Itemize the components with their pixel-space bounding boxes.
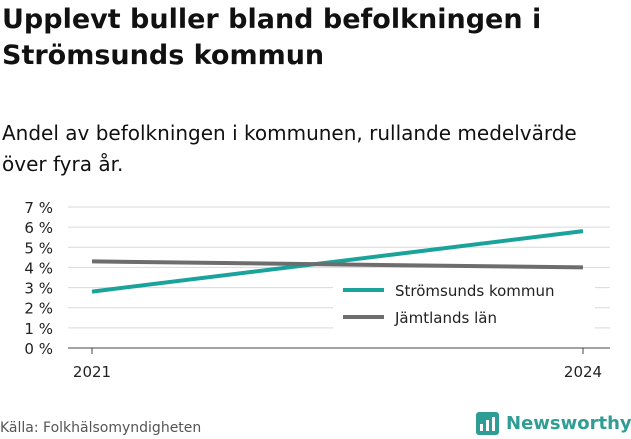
brand-name: Newsworthy <box>506 412 631 434</box>
source-note: Källa: Folkhälsomyndigheten <box>0 420 202 436</box>
series-line-1 <box>91 229 584 294</box>
bar-chart-logo-icon <box>476 411 499 435</box>
y-tick-label: 0 % <box>24 340 53 358</box>
chart-title: Upplevt buller bland befolkningen i Strö… <box>2 4 542 71</box>
x-tick-label: 2021 <box>73 363 111 381</box>
y-tick-label: 5 % <box>24 239 53 257</box>
series-lines <box>91 229 584 294</box>
x-axis: 2021 2024 <box>73 348 602 381</box>
y-tick-label: 3 % <box>24 280 53 298</box>
chart-subtitle: Andel av befolkningen i kommunen, rullan… <box>2 121 577 176</box>
y-tick-label: 1 % <box>24 320 53 338</box>
y-tick-label: 2 % <box>24 300 53 318</box>
line-chart: 0 % 1 % 2 % 3 % 4 % 5 % 6 % 7 % 2021 2024 Ströms… <box>24 199 610 381</box>
legend-label: Strömsunds kommun <box>395 282 555 300</box>
legend-label: Jämtlands län <box>394 309 497 327</box>
y-tick-label: 4 % <box>24 259 53 277</box>
series-line-2 <box>91 259 584 270</box>
y-axis-tick-labels: 0 % 1 % 2 % 3 % 4 % 5 % 6 % 7 % <box>24 199 53 358</box>
y-tick-label: 6 % <box>24 219 53 237</box>
y-tick-label: 7 % <box>24 199 53 217</box>
legend-background <box>333 277 595 332</box>
legend: Strömsunds kommun Jämtlands län <box>333 277 595 332</box>
x-tick-label: 2024 <box>564 363 602 381</box>
brand-logo: Newsworthy <box>476 408 631 438</box>
